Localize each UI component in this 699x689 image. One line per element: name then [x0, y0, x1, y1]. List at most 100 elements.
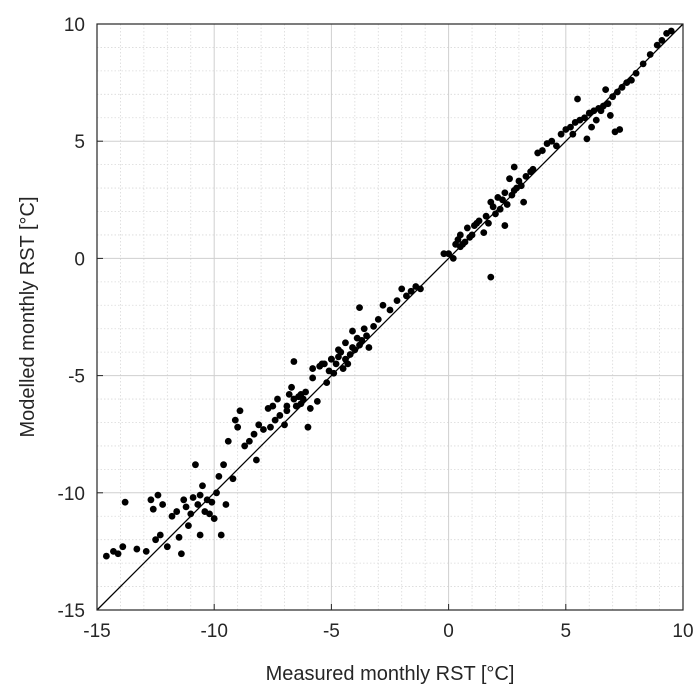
data-point: [393, 297, 401, 304]
data-point: [342, 339, 349, 347]
data-point: [529, 165, 537, 173]
data-point: [323, 379, 331, 387]
data-point: [210, 515, 218, 522]
data-point: [196, 531, 204, 539]
data-point: [213, 489, 220, 497]
x-tick-label: 0: [443, 621, 454, 642]
data-point: [121, 498, 129, 506]
data-point: [667, 27, 675, 35]
data-point: [461, 238, 469, 246]
data-point: [370, 322, 377, 330]
data-point: [283, 402, 291, 410]
data-point: [114, 550, 122, 558]
data-point: [142, 548, 150, 555]
data-point: [449, 255, 457, 262]
data-point: [398, 285, 406, 293]
data-point: [288, 383, 295, 391]
data-point: [208, 498, 216, 506]
data-point: [119, 543, 127, 551]
data-point: [569, 130, 577, 138]
data-point: [403, 292, 410, 300]
data-point: [632, 69, 640, 77]
data-point: [581, 114, 588, 122]
data-point: [185, 522, 192, 530]
data-point: [510, 163, 518, 171]
data-point: [606, 112, 614, 119]
data-point: [180, 496, 188, 504]
data-point: [520, 198, 528, 206]
y-tick-label: 5: [74, 132, 85, 153]
data-point: [156, 531, 164, 539]
data-point: [616, 126, 624, 133]
data-point: [609, 93, 617, 101]
data-point: [440, 250, 448, 258]
data-point: [351, 346, 359, 354]
y-tick-label: -10: [58, 484, 85, 505]
data-point: [222, 501, 230, 508]
data-point: [236, 407, 244, 415]
x-axis-label: Measured monthly RST [°C]: [266, 663, 515, 685]
data-point: [313, 397, 321, 405]
data-point: [553, 142, 560, 150]
data-point: [646, 51, 654, 58]
data-point: [173, 508, 181, 515]
data-point: [344, 360, 352, 368]
data-point: [379, 301, 387, 309]
data-point: [318, 360, 326, 368]
data-point: [407, 287, 415, 295]
data-point: [241, 442, 249, 450]
data-point: [445, 250, 452, 258]
x-tick-label: -15: [83, 621, 110, 642]
data-point: [456, 243, 464, 251]
data-point: [276, 412, 284, 419]
data-point: [374, 315, 382, 323]
one-to-one-line: [96, 23, 684, 611]
data-point: [485, 219, 492, 227]
data-point: [339, 365, 347, 372]
data-point: [358, 337, 366, 344]
data-point: [252, 456, 260, 464]
data-point: [102, 552, 110, 560]
data-point: [217, 531, 225, 539]
data-point: [267, 423, 274, 431]
x-tick-label: 10: [672, 621, 693, 642]
data-point: [196, 491, 204, 499]
data-point: [463, 224, 471, 232]
data-point: [133, 545, 141, 553]
data-point: [386, 306, 394, 314]
data-point: [538, 147, 546, 154]
data-point: [182, 503, 190, 511]
x-tick-label: -10: [200, 621, 227, 642]
data-point: [499, 196, 506, 204]
plot-frame: [96, 23, 684, 611]
data-point: [215, 472, 223, 480]
y-tick-label: 10: [64, 15, 85, 36]
data-point: [260, 426, 267, 433]
data-point: [328, 355, 335, 363]
data-point: [487, 273, 495, 281]
data-point: [309, 365, 317, 372]
data-point: [297, 390, 305, 398]
data-point: [194, 501, 202, 508]
data-point: [346, 351, 354, 358]
x-ticks: -15 -10 -5 0 5 10: [83, 604, 694, 642]
data-point: [309, 374, 317, 382]
data-point: [588, 123, 595, 131]
data-point: [255, 421, 263, 429]
data-point: [274, 395, 281, 403]
data-point: [229, 475, 237, 483]
data-point: [492, 210, 499, 218]
data-point: [468, 231, 476, 239]
y-tick-label: -15: [58, 601, 85, 622]
data-point: [177, 550, 185, 558]
data-point: [149, 505, 157, 513]
data-point: [250, 430, 258, 438]
data-point: [482, 212, 490, 220]
data-point: [618, 83, 626, 91]
data-point: [159, 501, 167, 508]
data-point: [283, 407, 291, 415]
data-point: [501, 222, 509, 229]
data-point: [628, 76, 635, 84]
y-axis-label: Modelled monthly RST [°C]: [17, 196, 39, 437]
data-point: [304, 423, 312, 431]
